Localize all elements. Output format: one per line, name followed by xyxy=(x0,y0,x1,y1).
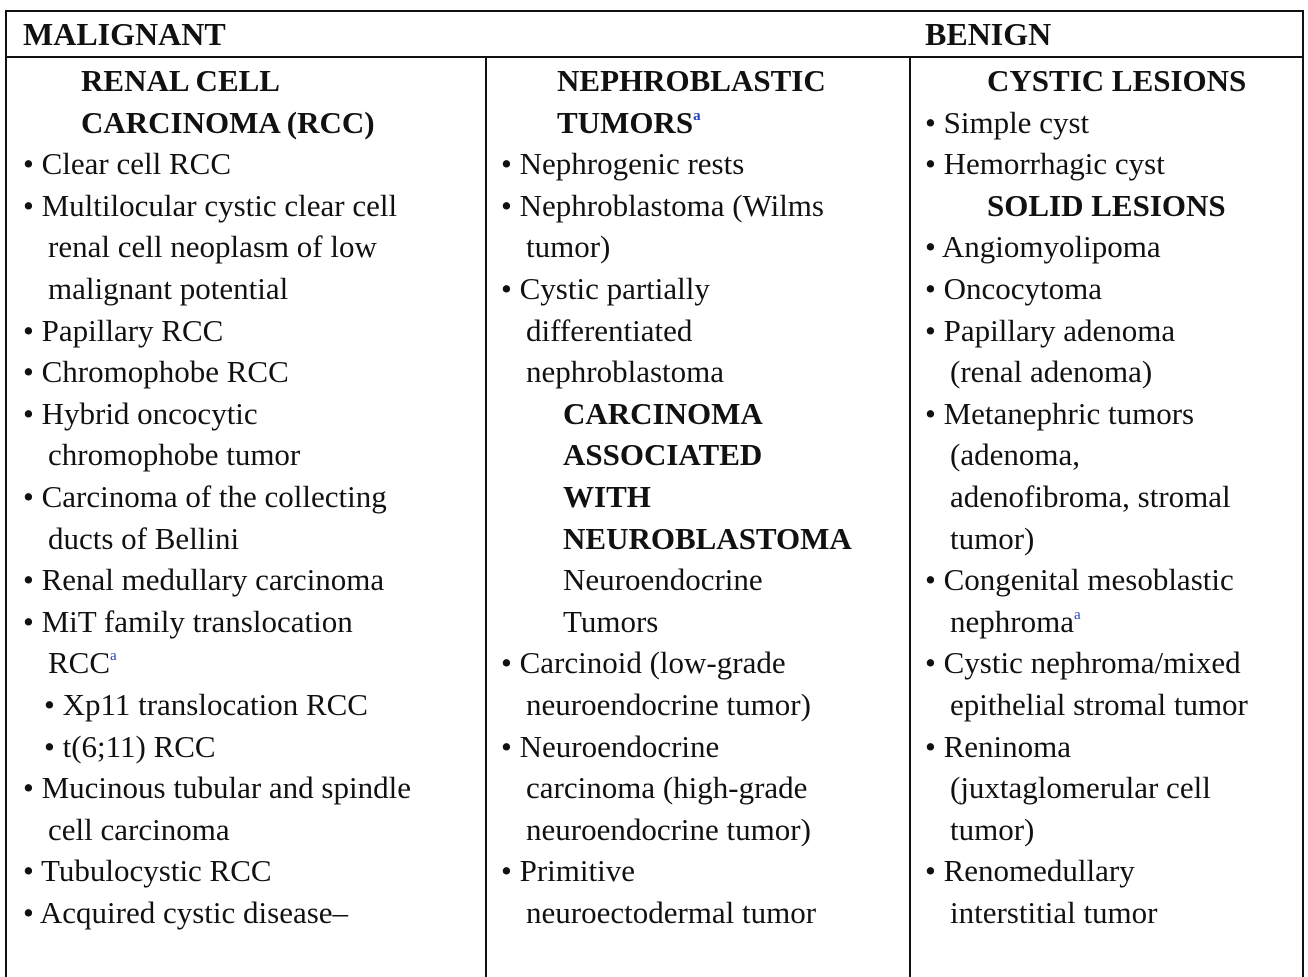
sub-list-item: • Xp11 translocation RCC xyxy=(44,686,368,722)
neuroblastoma-heading-line2: ASSOCIATED xyxy=(563,437,763,473)
list-item: • Hemorrhagic cyst xyxy=(925,146,1165,182)
column-divider-2 xyxy=(909,58,911,977)
list-item: • Clear cell RCC xyxy=(23,146,232,182)
list-item: • Simple cyst xyxy=(925,104,1090,140)
tumors-text: TUMORS xyxy=(557,104,694,140)
list-item-continuation: neuroendocrine tumor) xyxy=(526,686,811,722)
benign-header: BENIGN xyxy=(925,16,1052,52)
list-item-continuation: neuroendocrine tumor) xyxy=(526,811,811,847)
nephroblastic-heading-line2: TUMORSa xyxy=(501,102,901,144)
list-item: • Hybrid oncocytic xyxy=(23,395,258,431)
list-item-continuation: ducts of Bellini xyxy=(48,520,240,556)
footnote-marker-link[interactable]: a xyxy=(693,107,701,124)
list-item: • Reninoma xyxy=(925,728,1072,764)
nephroma-text: nephroma xyxy=(950,603,1074,639)
neuroblastoma-heading-line4: NEUROBLASTOMA xyxy=(563,520,852,556)
column-divider-1 xyxy=(485,58,487,977)
neuroendocrine-subheading-line2: Tumors xyxy=(563,603,659,639)
list-item: • Papillary adenoma xyxy=(925,312,1176,348)
footnote-marker-link[interactable]: a xyxy=(1073,606,1081,623)
list-item: • Angiomyolipoma xyxy=(925,229,1161,265)
list-item: • Carcinoid (low-grade xyxy=(501,645,786,681)
list-item-continuation: nephromaa xyxy=(925,601,1301,643)
table-header-row: MALIGNANT BENIGN xyxy=(7,12,1302,58)
list-item: • Primitive xyxy=(501,853,635,889)
list-item: • Chromophobe RCC xyxy=(23,354,289,390)
list-item: • MiT family translocation xyxy=(23,603,353,639)
neuroblastoma-heading-line3: WITH xyxy=(563,478,651,514)
benign-column: CYSTIC LESIONS • Simple cyst • Hemorrhag… xyxy=(925,60,1301,933)
list-item: • Cystic nephroma/mixed xyxy=(925,645,1241,681)
list-item-continuation: tumor) xyxy=(950,811,1035,847)
list-item: • Nephrogenic rests xyxy=(501,146,745,182)
list-item-continuation: carcinoma (high-grade xyxy=(526,770,808,806)
list-item: • Mucinous tubular and spindle xyxy=(23,770,411,806)
nephroblastic-heading-line1: NEPHROBLASTIC xyxy=(557,63,826,98)
footnote-marker-link[interactable]: a xyxy=(110,648,117,665)
list-item: • Papillary RCC xyxy=(23,312,224,348)
list-item: • Tubulocystic RCC xyxy=(23,853,272,889)
list-item-continuation: (juxtaglomerular cell xyxy=(950,770,1211,806)
neuroblastoma-heading-line1: CARCINOMA xyxy=(563,395,763,431)
list-item: • Carcinoma of the collecting xyxy=(23,478,387,514)
list-item-continuation: epithelial stromal tumor xyxy=(950,686,1248,722)
list-item: • Acquired cystic disease– xyxy=(23,894,349,930)
list-item-continuation: cell carcinoma xyxy=(48,811,230,847)
rcc-text: RCC xyxy=(48,645,111,681)
list-item-continuation: RCCa xyxy=(23,642,485,684)
list-item: • Multilocular cystic clear cell xyxy=(23,187,398,223)
list-item-continuation: neuroectodermal tumor xyxy=(526,894,817,930)
malignant-header: MALIGNANT xyxy=(23,16,226,52)
list-item: • Oncocytoma xyxy=(925,270,1102,306)
list-item-continuation: differentiated xyxy=(526,312,693,348)
cystic-lesions-heading: CYSTIC LESIONS xyxy=(987,63,1247,98)
rcc-heading-line2: CARCINOMA (RCC) xyxy=(81,104,375,140)
list-item-continuation: adenofibroma, stromal xyxy=(950,478,1231,514)
list-item-continuation: malignant potential xyxy=(48,270,289,306)
list-item-continuation: interstitial tumor xyxy=(950,894,1158,930)
solid-lesions-heading: SOLID LESIONS xyxy=(987,187,1226,223)
list-item: • Congenital mesoblastic xyxy=(925,562,1234,598)
list-item-continuation: (adenoma, xyxy=(950,437,1080,473)
rcc-column: RENAL CELL CARCINOMA (RCC) • Clear cell … xyxy=(23,60,485,933)
list-item-continuation: (renal adenoma) xyxy=(950,354,1153,390)
rcc-heading-line1: RENAL CELL xyxy=(81,63,280,98)
list-item: • Nephroblastoma (Wilms xyxy=(501,187,824,223)
classification-table: MALIGNANT BENIGN RENAL CELL CARCINOMA (R… xyxy=(5,10,1304,977)
list-item-continuation: nephroblastoma xyxy=(526,354,725,390)
sub-list-item: • t(6;11) RCC xyxy=(44,728,216,764)
neuroendocrine-subheading-line1: Neuroendocrine xyxy=(563,562,763,598)
list-item: • Renal medullary carcinoma xyxy=(23,562,385,598)
list-item-continuation: tumor) xyxy=(526,229,611,265)
nephroblastic-column: NEPHROBLASTIC TUMORSa • Nephrogenic rest… xyxy=(501,60,901,933)
list-item: • Metanephric tumors xyxy=(925,395,1195,431)
list-item: • Cystic partially xyxy=(501,270,710,306)
list-item-continuation: tumor) xyxy=(950,520,1035,556)
list-item-continuation: renal cell neoplasm of low xyxy=(48,229,377,265)
list-item-continuation: chromophobe tumor xyxy=(48,437,301,473)
list-item: • Neuroendocrine xyxy=(501,728,720,764)
list-item: • Renomedullary xyxy=(925,853,1135,889)
